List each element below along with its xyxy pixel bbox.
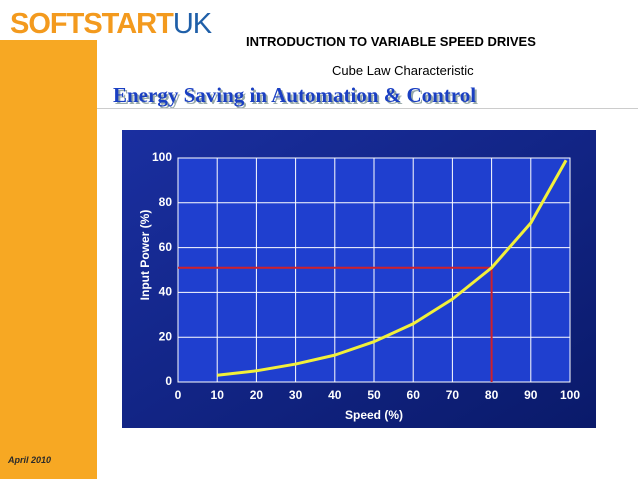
heading: Energy Saving in Automation & Control <box>113 83 477 107</box>
y-tick-label: 60 <box>159 240 173 254</box>
rule <box>97 108 638 109</box>
x-tick-label: 70 <box>446 388 460 402</box>
y-tick-label: 80 <box>159 195 173 209</box>
x-tick-label: 80 <box>485 388 499 402</box>
logo-suffix: UK <box>172 8 212 40</box>
x-tick-label: 0 <box>175 388 182 402</box>
y-tick-label: 0 <box>165 374 172 388</box>
x-tick-label: 20 <box>250 388 264 402</box>
slide-title: INTRODUCTION TO VARIABLE SPEED DRIVES <box>246 34 536 49</box>
x-tick-label: 10 <box>211 388 225 402</box>
x-tick-label: 50 <box>367 388 381 402</box>
y-tick-label: 40 <box>159 285 173 299</box>
x-axis-label: Speed (%) <box>345 408 403 422</box>
slide-subtitle: Cube Law Characteristic <box>332 63 474 78</box>
y-axis-label: Input Power (%) <box>138 210 152 301</box>
x-tick-label: 40 <box>328 388 342 402</box>
logo: SOFTSTARTUK <box>10 8 212 41</box>
x-tick-label: 30 <box>289 388 303 402</box>
footer-date: April 2010 <box>8 455 52 465</box>
x-tick-label: 60 <box>407 388 421 402</box>
x-tick-label: 90 <box>524 388 538 402</box>
y-tick-label: 20 <box>159 329 173 343</box>
power-curve <box>217 159 568 377</box>
logo-main: SOFTSTART <box>10 8 174 40</box>
y-tick-label: 100 <box>152 150 172 164</box>
x-tick-label: 100 <box>560 388 580 402</box>
sidebar <box>0 40 97 479</box>
